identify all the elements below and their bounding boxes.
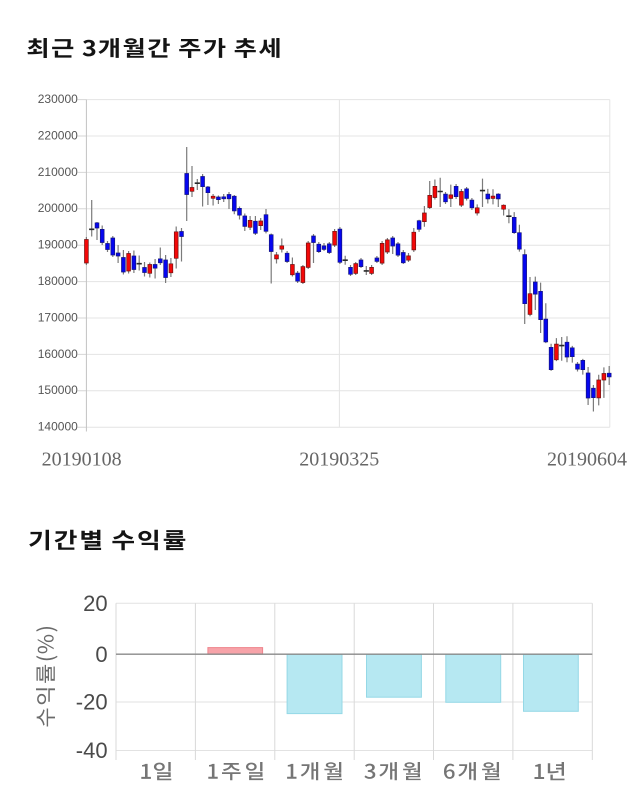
svg-text:160000: 160000 bbox=[38, 347, 78, 361]
svg-text:150000: 150000 bbox=[38, 383, 78, 397]
svg-text:20190604: 20190604 bbox=[547, 449, 627, 471]
svg-text:220000: 220000 bbox=[38, 128, 78, 142]
svg-text:210000: 210000 bbox=[38, 165, 78, 179]
svg-text:20190325: 20190325 bbox=[299, 449, 379, 471]
svg-text:230000: 230000 bbox=[38, 92, 78, 106]
svg-text:-40: -40 bbox=[76, 738, 108, 763]
svg-text:140000: 140000 bbox=[38, 420, 78, 434]
svg-text:20: 20 bbox=[83, 591, 107, 616]
svg-text:0: 0 bbox=[95, 642, 107, 667]
svg-text:190000: 190000 bbox=[38, 238, 78, 252]
svg-text:20190108: 20190108 bbox=[42, 449, 122, 471]
svg-text:200000: 200000 bbox=[38, 201, 78, 215]
svg-text:180000: 180000 bbox=[38, 274, 78, 288]
svg-text:-20: -20 bbox=[76, 690, 108, 715]
svg-text:170000: 170000 bbox=[38, 310, 78, 324]
